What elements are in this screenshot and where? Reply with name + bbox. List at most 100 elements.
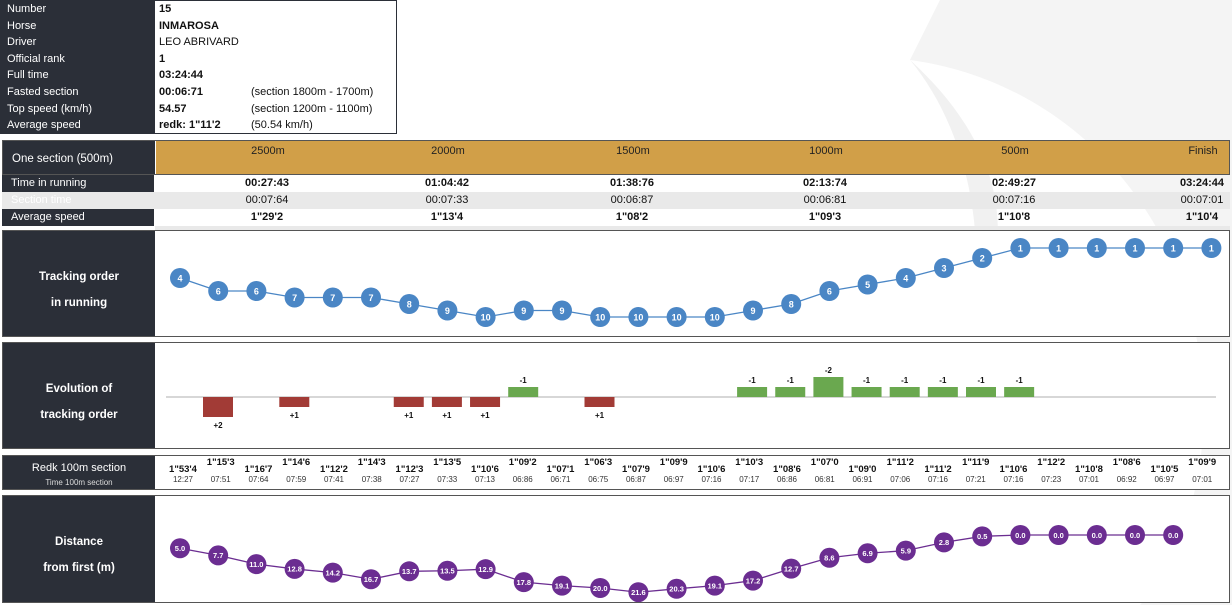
tracking-label: 10 — [672, 313, 682, 323]
tracking-title-line2: in running — [50, 297, 108, 309]
evolution-bar-label: -1 — [939, 376, 947, 385]
redk-subtitle: Time 100m section — [45, 478, 113, 487]
redk-cell: 1"08'6 06:92 — [1113, 457, 1141, 484]
tracking-marker — [1201, 238, 1222, 258]
info-label: Average speed — [7, 119, 81, 132]
average-speed-value: 1"08'2 — [615, 211, 649, 223]
redk-time: 07:16 — [701, 475, 722, 484]
info-note: (section 1200m - 1100m) — [251, 102, 373, 115]
tracking-point: 8 — [781, 294, 802, 314]
redk-time: 07:38 — [361, 475, 382, 484]
tracking-point: 4 — [170, 268, 190, 288]
redk-cell: 1"13'5 07:33 — [433, 457, 461, 484]
section-time-value: 00:06:81 — [803, 194, 847, 206]
redk-time: 07:33 — [437, 475, 458, 484]
evolution-title-line1: Evolution of — [45, 383, 113, 395]
tracking-marker — [704, 307, 725, 327]
redk-value: 1"12'2 — [320, 464, 348, 475]
distance-marker — [666, 578, 687, 599]
evolution-bar-label: -1 — [520, 376, 528, 385]
redk-value: 1"10'6 — [697, 464, 726, 475]
distance-label: 12.7 — [784, 564, 799, 573]
distance-label: 8.6 — [824, 554, 834, 563]
tracking-marker — [475, 307, 496, 327]
redk-time: 06:75 — [588, 475, 609, 484]
distance-label: 5.0 — [175, 544, 185, 553]
redk-time: 07:17 — [739, 475, 760, 484]
evolution-bar-label: -1 — [977, 376, 985, 385]
redk-value: 1"53'4 — [169, 464, 197, 475]
distance-label: 14.2 — [325, 568, 340, 577]
distance-label: 0.0 — [1130, 531, 1140, 540]
distance-point: 0.0 — [1086, 525, 1107, 545]
redk-value: 1"13'5 — [433, 457, 462, 468]
distance-label: 0.0 — [1053, 531, 1063, 540]
evolution-bar-rect — [508, 387, 539, 397]
evolution-title-line2: tracking order — [40, 409, 118, 421]
redk-time: 07:59 — [286, 475, 307, 484]
redk-time: 07:27 — [399, 475, 420, 484]
tracking-label: 4 — [177, 274, 182, 284]
redk-cell: 1"12'3 07:27 — [396, 464, 424, 484]
tracking-marker — [322, 287, 343, 308]
info-row: Top speed (km/h) 54.57 (section 1200m - 11… — [1, 101, 396, 118]
redk-cell: 1"10'8 07:01 — [1075, 464, 1103, 484]
tracking-marker — [1010, 238, 1031, 258]
distance-point: 0.0 — [1048, 525, 1069, 545]
redk-value: 1"07'0 — [810, 457, 839, 468]
tracking-point: 7 — [284, 287, 305, 308]
distance-marker — [1086, 525, 1107, 545]
distance-point: 16.7 — [361, 569, 381, 590]
redk-cell: 1"12'2 07:23 — [1037, 457, 1065, 484]
section-time-value: 00:07:64 — [245, 194, 289, 206]
redk-value: 1"06'3 — [584, 457, 613, 468]
redk-value: 1"11'2 — [886, 457, 914, 468]
tracking-marker — [819, 281, 840, 301]
distance-marker — [1163, 525, 1184, 545]
distance-label: 13.7 — [402, 567, 417, 576]
distance-point: 2.8 — [934, 532, 954, 553]
distance-point: 13.5 — [437, 560, 458, 581]
tracking-label: 7 — [292, 293, 297, 303]
tracking-point: 9 — [552, 300, 572, 321]
tracking-marker — [437, 300, 458, 321]
info-value: LEO ABRIVARD — [159, 36, 239, 49]
distance-marker — [819, 547, 840, 568]
tracking-label: 10 — [595, 313, 605, 323]
tracking-point: 1 — [1125, 238, 1145, 258]
tracking-point: 4 — [895, 268, 916, 288]
evolution-bar-rect — [584, 397, 615, 407]
evolution-bar-label: -1 — [901, 376, 909, 385]
section-time-value: 00:07:33 — [425, 194, 469, 206]
tracking-marker — [284, 287, 305, 308]
tracking-point: 1 — [1048, 238, 1069, 258]
distance-point: 12.7 — [781, 558, 802, 579]
tracking-label: 1 — [1094, 244, 1099, 254]
section-time-value: 00:06:87 — [610, 194, 654, 206]
redk-time: 07:01 — [1192, 475, 1213, 484]
evolution-bar-rect — [889, 387, 920, 397]
section-marker: 2000m — [431, 145, 465, 157]
evolution-bar-rect — [393, 397, 424, 407]
average-speed-value: 1"13'4 — [430, 211, 464, 223]
tracking-label: 3 — [941, 264, 946, 274]
info-row: Number 15 — [1, 1, 396, 18]
distance-marker — [284, 558, 305, 579]
redk-cell: 1"10'5 06:97 — [1151, 464, 1179, 484]
average-speed-label: Average speed — [11, 211, 85, 223]
time-in-running-row: Time in running 00:27:43 01:04:42 01:38:76… — [2, 175, 1230, 192]
redk-time: 07:16 — [927, 475, 949, 484]
redk-value: 1"07'1 — [546, 464, 575, 475]
distance-point: 6.9 — [857, 543, 878, 564]
redk-time: 06:87 — [625, 475, 647, 484]
evolution-bar-label: +2 — [213, 421, 223, 430]
redk-value: 1"09'2 — [508, 457, 537, 468]
distance-point: 12.9 — [475, 559, 496, 580]
evolution-bar-rect — [470, 397, 501, 407]
tracking-marker — [972, 248, 993, 268]
tracking-label: 10 — [633, 313, 643, 323]
evolution-bar-label: +1 — [404, 411, 414, 420]
redk-cell: 1"12'2 07:41 — [320, 464, 348, 484]
info-value: 54.57 — [159, 102, 187, 115]
evolution-bar-label: +1 — [442, 411, 452, 420]
